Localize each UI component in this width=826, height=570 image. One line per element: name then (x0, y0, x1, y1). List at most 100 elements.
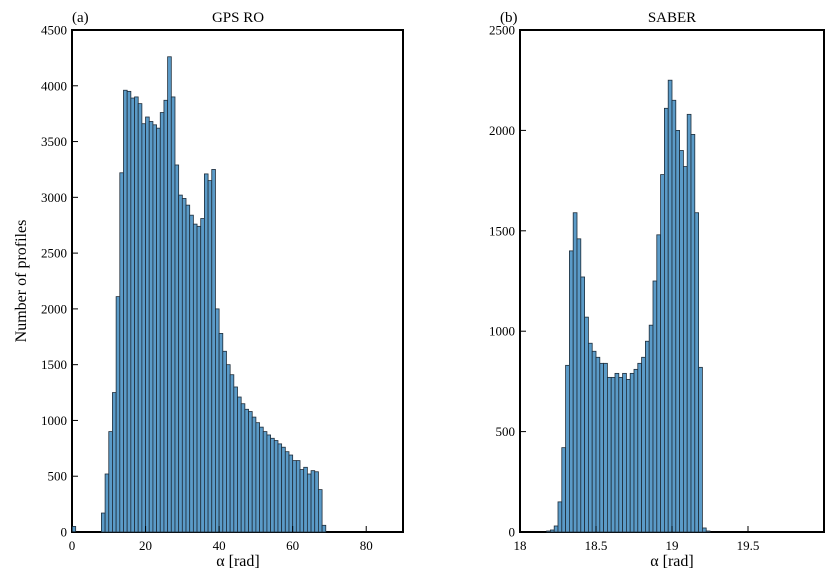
bar-saber-9 (580, 276, 585, 533)
bar-saber-6 (569, 250, 574, 533)
bar-gps-ro-24 (185, 204, 191, 533)
bar-gps-ro-26 (192, 223, 198, 533)
bar-gps-ro-49 (277, 443, 283, 533)
bar-gps-ro-6 (119, 172, 124, 533)
bar-gps-ro-43 (255, 422, 260, 533)
ytick-label-saber-1: 500 (496, 424, 516, 439)
bar-saber-15 (603, 362, 608, 533)
ytick-label-gps-ro-5: 2500 (41, 246, 67, 261)
bar-saber-7 (572, 212, 578, 533)
bar-gps-ro-27 (196, 225, 202, 533)
ytick-label-saber-2: 1000 (489, 324, 515, 339)
bar-saber-8 (576, 238, 582, 533)
bar-saber-24 (637, 362, 642, 533)
bar-saber-16 (607, 376, 612, 533)
bar-gps-ro-17 (159, 112, 165, 533)
xtick-label-gps-ro-2: 40 (213, 538, 226, 553)
xtick-label-gps-ro-3: 60 (286, 538, 299, 553)
bar-saber-36 (683, 166, 688, 533)
bar-gps-ro-31 (211, 169, 216, 533)
ytick-label-saber-5: 2500 (489, 23, 515, 38)
bar-gps-ro-48 (273, 440, 279, 533)
bar-gps-ro-45 (262, 431, 268, 533)
xtick-label-gps-ro-1: 20 (139, 538, 152, 553)
bar-gps-ro-36 (229, 374, 235, 533)
bar-gps-ro-9 (130, 97, 135, 533)
bar-saber-18 (614, 372, 620, 533)
ytick-label-saber-4: 2000 (489, 123, 515, 138)
ytick-label-gps-ro-3: 1500 (41, 357, 67, 372)
bar-gps-ro-3 (108, 431, 113, 533)
bar-saber-38 (690, 134, 696, 533)
panel-label-b: (b) (500, 10, 518, 26)
bar-gps-ro-7 (123, 89, 128, 533)
bar-saber-19 (618, 376, 623, 533)
bar-gps-ro-8 (126, 90, 132, 533)
panel-saber: (b) SABER 18 18.5 19 19.5 0 500 1000 1500 2000 25… (489, 10, 825, 570)
xtick-label-gps-ro-4: 80 (360, 538, 373, 553)
bar-gps-ro-53 (292, 460, 297, 533)
bar-gps-ro-42 (251, 416, 257, 533)
bar-gps-ro-30 (207, 180, 213, 533)
bar-gps-ro-55 (299, 469, 305, 533)
ytick-label-gps-ro-8: 4000 (41, 78, 67, 93)
bar-gps-ro-44 (259, 426, 264, 533)
xtick-label-gps-ro-0: 0 (69, 538, 76, 553)
bar-gps-ro-46 (266, 434, 272, 533)
bar-gps-ro-47 (270, 437, 275, 533)
bar-gps-ro-23 (181, 198, 187, 533)
bar-gps-ro-2 (104, 473, 110, 533)
bar-saber-41 (702, 527, 707, 533)
bar-saber-13 (595, 356, 601, 533)
bar-saber-39 (694, 212, 699, 533)
bar-saber-4 (561, 447, 566, 533)
bar-saber-3 (557, 501, 563, 533)
bar-gps-ro-54 (295, 460, 301, 533)
bar-gps-ro-41 (248, 411, 253, 533)
ylabel-gps-ro: Number of profiles (13, 220, 30, 343)
bar-gps-ro-39 (240, 403, 246, 533)
bar-gps-ro-34 (222, 350, 227, 533)
bar-gps-ro-40 (244, 408, 249, 533)
ytick-label-gps-ro-2: 1000 (41, 413, 67, 428)
bar-gps-ro-20 (170, 96, 176, 533)
bar-gps-ro-29 (203, 173, 209, 533)
title-saber: SABER (648, 10, 696, 26)
bar-gps-ro-4 (112, 392, 117, 533)
bar-gps-ro-11 (137, 103, 143, 533)
title-gps-ro: GPS RO (212, 10, 264, 26)
bar-gps-ro-28 (200, 218, 205, 533)
bar-gps-ro-59 (314, 471, 319, 533)
xtick-label-saber-3: 19.5 (737, 538, 760, 553)
bar-gps-ro-52 (288, 454, 294, 533)
xtick-label-saber-0: 18 (514, 538, 527, 553)
xtick-label-saber-1: 18.5 (585, 538, 608, 553)
bar-saber-22 (629, 372, 635, 533)
bar-gps-ro-35 (226, 364, 231, 533)
bar-saber-42 (705, 530, 711, 533)
xtick-label-saber-2: 19 (666, 538, 679, 553)
bar-saber-23 (633, 368, 639, 533)
bar-gps-ro-18 (163, 99, 169, 533)
bar-gps-ro-16 (156, 127, 161, 533)
bar-saber-17 (610, 376, 616, 533)
bar-saber-11 (588, 342, 593, 533)
bar-gps-ro-14 (148, 121, 154, 533)
bar-saber-25 (641, 356, 646, 533)
bar-gps-ro-61 (321, 524, 327, 533)
bar-saber-10 (584, 316, 589, 533)
bar-gps-ro-13 (145, 116, 150, 533)
bar-saber-12 (591, 350, 597, 533)
bar-saber-37 (686, 113, 692, 533)
ytick-label-saber-0: 0 (509, 525, 516, 540)
xlabel-gps-ro: α [rad] (216, 553, 259, 570)
bar-saber-29 (656, 234, 661, 533)
bar-saber-28 (652, 280, 658, 533)
bar-gps-ro-12 (141, 123, 146, 533)
bar-gps-ro-22 (178, 194, 183, 533)
ytick-label-gps-ro-6: 3000 (41, 190, 67, 205)
bar-saber-26 (645, 340, 650, 533)
bar-gps-ro-56 (303, 466, 308, 533)
ytick-label-gps-ro-7: 3500 (41, 134, 67, 149)
bar-gps-ro-0 (71, 526, 77, 533)
